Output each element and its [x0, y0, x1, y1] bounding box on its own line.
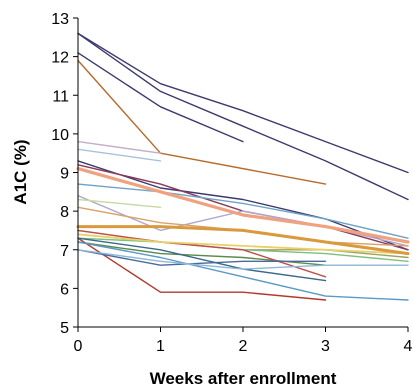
x-tick-label: 4: [404, 338, 413, 355]
patient-series-line: [77, 59, 327, 185]
patient-series-line: [77, 148, 162, 162]
y-tick-label: 10: [51, 127, 69, 144]
patient-series-line: [77, 229, 327, 278]
y-tick-label: 13: [51, 11, 69, 28]
patient-series-line: [76, 167, 410, 244]
patient-series-line: [77, 32, 409, 174]
x-tick-label: 1: [156, 338, 165, 355]
x-axis-ticks: 0 1 2 3 4: [74, 327, 413, 355]
x-axis-title: Weeks after enrollment: [150, 369, 337, 387]
y-tick-label: 8: [60, 204, 69, 221]
patient-series-line: [77, 183, 409, 239]
patient-series-line: [77, 32, 409, 201]
patient-series-line: [77, 233, 409, 255]
y-tick-label: 6: [60, 281, 69, 298]
patient-series-line: [77, 52, 244, 143]
x-tick-label: 0: [74, 338, 83, 355]
patient-series-line: [77, 198, 162, 209]
y-axis-ticks: 5 6 7 8 9 10 11 12 13: [51, 11, 78, 337]
y-tick-label: 7: [60, 243, 69, 260]
patient-series-line: [77, 249, 409, 270]
y-axis-title: A1C (%): [11, 139, 30, 204]
y-tick-label: 12: [51, 50, 69, 67]
y-tick-label: 11: [52, 88, 69, 105]
y-tick-label: 9: [60, 166, 69, 183]
patient-series-line: [77, 160, 409, 251]
patient-series-line: [77, 140, 162, 154]
x-tick-label: 2: [239, 338, 248, 355]
series-layer: [76, 32, 410, 301]
patient-series-line: [77, 241, 409, 301]
patient-series-line: [77, 237, 327, 282]
patient-series-line: [77, 237, 327, 301]
patient-series-line: [77, 249, 327, 266]
y-tick-label: 5: [60, 320, 69, 337]
x-tick-label: 3: [321, 338, 330, 355]
patient-series-line: [76, 225, 410, 256]
